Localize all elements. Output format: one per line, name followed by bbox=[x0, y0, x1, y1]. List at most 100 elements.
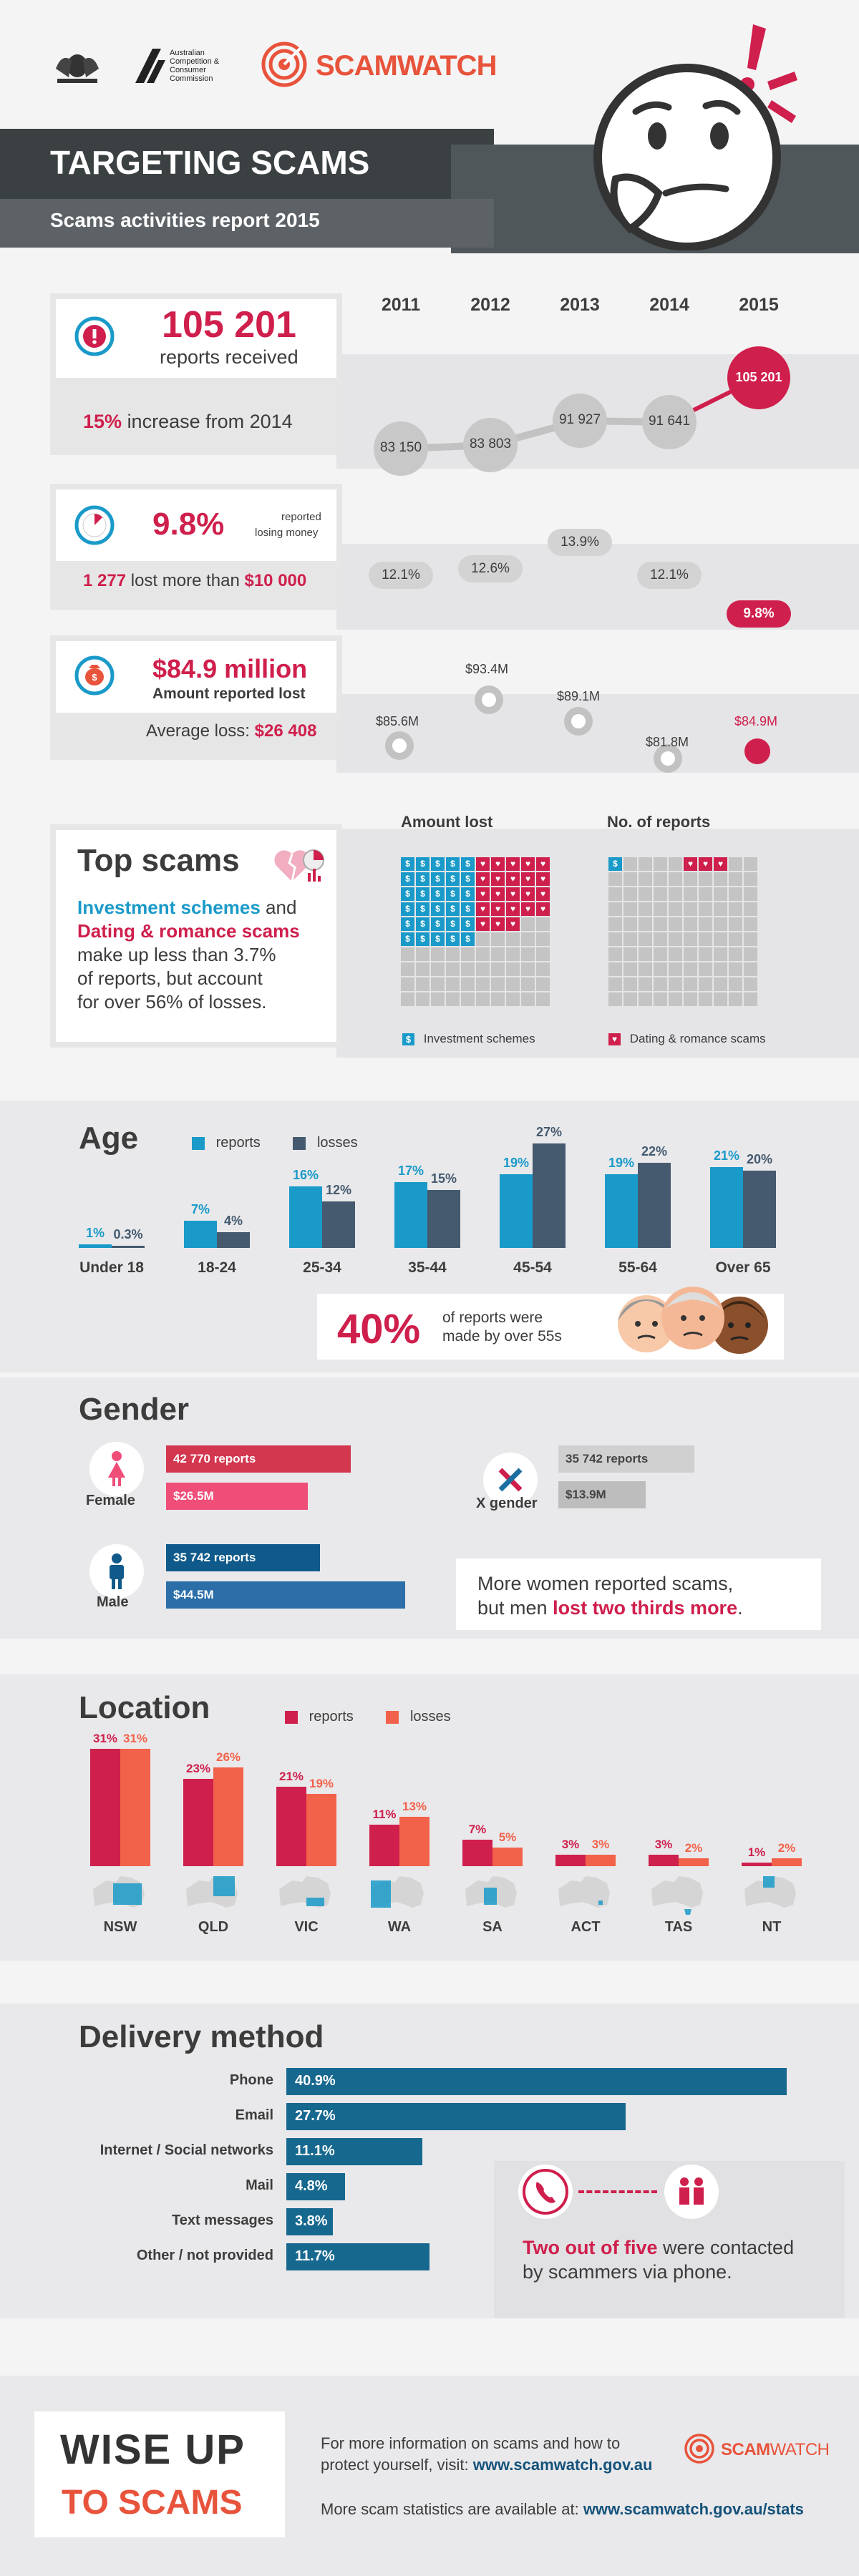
delivery-value: 3.8% bbox=[295, 2213, 328, 2229]
delivery-bar bbox=[286, 2173, 346, 2200]
card-divider bbox=[56, 713, 336, 754]
gender-note-highlight: lost two thirds more bbox=[553, 1597, 738, 1619]
age-legend: reports losses bbox=[192, 1135, 358, 1151]
grid-square-empty bbox=[608, 962, 622, 976]
grid-square-empty bbox=[669, 857, 682, 871]
grid-square-investment: $ bbox=[446, 932, 460, 946]
grid-square-empty bbox=[416, 962, 430, 976]
grid-square-empty bbox=[461, 962, 475, 976]
grid-square-empty bbox=[729, 962, 742, 976]
grid-square-dating: ♥ bbox=[521, 902, 535, 916]
grid-square-empty bbox=[446, 977, 460, 991]
grid-square-dating: ♥ bbox=[476, 872, 490, 886]
grid-square-empty bbox=[669, 932, 682, 946]
grid-square-dating: ♥ bbox=[491, 887, 505, 901]
grid-square-empty bbox=[669, 977, 682, 991]
grid-square-investment: $ bbox=[461, 902, 475, 916]
grid-square-empty bbox=[446, 992, 460, 1006]
scamwatch-stats-link[interactable]: www.scamwatch.gov.au/stats bbox=[583, 2500, 804, 2518]
grid-square-empty bbox=[639, 917, 652, 931]
delivery-method-label: Phone bbox=[229, 2072, 273, 2088]
grid-square-empty bbox=[699, 947, 712, 961]
location-bar-losses bbox=[586, 1855, 616, 1866]
age-bar-reports bbox=[79, 1244, 112, 1248]
org-name-line: Consumer bbox=[170, 66, 206, 74]
age-group-label: Under 18 bbox=[79, 1259, 144, 1276]
grid-square-empty bbox=[729, 932, 742, 946]
heart-icon: ♥ bbox=[608, 1033, 621, 1046]
grid-square-empty bbox=[506, 977, 520, 991]
grid-square-investment: $ bbox=[431, 932, 445, 946]
scamwatch-link[interactable]: www.scamwatch.gov.au bbox=[472, 2456, 653, 2474]
gov-crest-logo bbox=[49, 47, 106, 87]
age-bar-losses bbox=[743, 1171, 776, 1248]
legend-swatch-reports bbox=[192, 1136, 205, 1150]
age-bar-losses bbox=[322, 1201, 355, 1248]
location-state-label: QLD bbox=[198, 1919, 229, 1935]
grid-square-empty bbox=[714, 872, 727, 886]
location-value-losses: 26% bbox=[215, 1750, 241, 1765]
footer-stats-text: More scam statistics are available at: bbox=[321, 2500, 583, 2518]
year-label: 2012 bbox=[470, 295, 510, 315]
legend-losses-label: losses bbox=[409, 1709, 451, 1724]
age-bar-reports bbox=[394, 1182, 427, 1248]
losing-threshold: $10 000 bbox=[244, 571, 307, 590]
grid-square-investment: $ bbox=[401, 932, 414, 946]
australia-map-icon bbox=[371, 1876, 428, 1916]
grid-square-empty bbox=[416, 977, 430, 991]
grid-square-empty bbox=[744, 887, 757, 901]
grid-square-empty bbox=[654, 857, 667, 871]
grid-square-empty bbox=[714, 887, 727, 901]
wise-up-box: WISE UP TO SCAMS bbox=[34, 2411, 285, 2537]
age-bar-chart: 1% 0.3% Under 18 7% 4% 18-24 16% 12% 25-34 17% 15%… bbox=[0, 1116, 859, 1288]
broken-heart-icon bbox=[271, 844, 328, 887]
age-bar-reports bbox=[710, 1166, 743, 1248]
scamwatch-logo: SCAMWATCH bbox=[261, 42, 505, 89]
female-icon bbox=[89, 1442, 144, 1496]
grid-square-empty bbox=[744, 947, 757, 961]
grid-square-dating: ♥ bbox=[506, 857, 520, 871]
reports-trend-line bbox=[400, 416, 670, 452]
grid-square-empty bbox=[536, 947, 550, 961]
grid-square-empty bbox=[608, 887, 622, 901]
legend-investment: $ Investment schemes bbox=[402, 1032, 535, 1046]
card-divider bbox=[56, 561, 336, 604]
grid-square-empty bbox=[684, 917, 697, 931]
grid-square-empty bbox=[654, 992, 667, 1006]
amount-point-label: $85.6M bbox=[376, 714, 419, 728]
grid-square-empty bbox=[744, 902, 757, 916]
amount-label: Amount reported lost bbox=[152, 686, 306, 702]
age-callout-l2: made by over 55s bbox=[442, 1328, 562, 1345]
delivery-value: 40.9% bbox=[295, 2073, 336, 2089]
grid-square-empty bbox=[491, 977, 505, 991]
grid-square-investment: $ bbox=[401, 902, 414, 916]
year-label: 2011 bbox=[381, 295, 421, 315]
grid-square-empty bbox=[623, 947, 637, 961]
grid-square-empty bbox=[744, 992, 757, 1006]
grid-square-investment: $ bbox=[461, 857, 475, 871]
legend-dating-label: Dating & romance scams bbox=[629, 1032, 766, 1045]
amount-point-label: $93.4M bbox=[465, 662, 509, 676]
male-label: Male bbox=[97, 1594, 129, 1610]
age-bar-reports bbox=[289, 1186, 322, 1248]
age-bar-losses bbox=[638, 1163, 671, 1248]
losing-threshold-line: 1 277 lost more than $10 000 bbox=[83, 571, 306, 591]
age-value-reports: 17% bbox=[397, 1163, 424, 1179]
reports-grid: $ ♥ ♥ ♥ bbox=[608, 857, 759, 1008]
grid-square-empty bbox=[416, 992, 430, 1006]
legend-investment-label: Investment schemes bbox=[423, 1032, 535, 1045]
grid-square-empty bbox=[639, 947, 652, 961]
amount-chart-band bbox=[336, 694, 859, 773]
grid-square-empty bbox=[729, 992, 742, 1006]
grid-square-dating: ♥ bbox=[521, 872, 535, 886]
age-bar-reports bbox=[605, 1174, 638, 1248]
location-bar-reports bbox=[742, 1862, 772, 1866]
grid-square-empty bbox=[714, 932, 727, 946]
grid-square-empty bbox=[536, 977, 550, 991]
svg-text:$: $ bbox=[92, 672, 97, 683]
location-state-label: ACT bbox=[571, 1919, 601, 1935]
grid-square-dating: ♥ bbox=[476, 917, 490, 931]
male-reports-bar: 35 742 reports bbox=[166, 1544, 320, 1571]
x-gender-losses-bar: $13.9M bbox=[558, 1481, 646, 1508]
amount-point bbox=[385, 731, 414, 760]
